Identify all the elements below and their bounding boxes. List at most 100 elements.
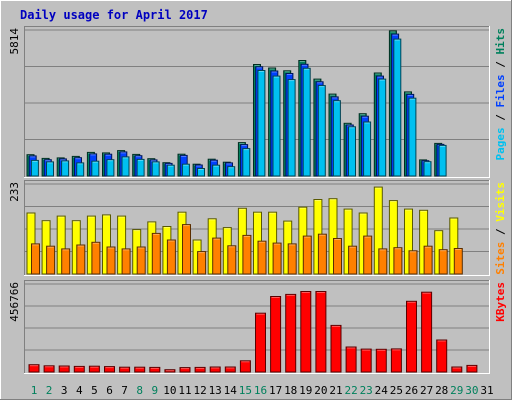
bar-kbytes-day-14 [224,366,236,373]
panel-bottom: 456766 KBytes [8,280,507,374]
bar-sites-day-22 [348,245,358,275]
bar-sites-day-12 [197,251,207,275]
legend-part: Pages [494,127,507,160]
bar-pages-day-6 [106,159,115,177]
x-tick-label: 1 [31,384,38,397]
bar-pages-day-22 [348,126,356,177]
panel-max-label: 456766 [8,282,21,322]
bar-kbytes-day-15 [239,360,251,373]
bar-sites-day-9 [151,232,161,275]
x-tick-label: 18 [284,384,297,397]
bar-sites-day-7 [121,248,131,275]
bar-sites-day-8 [136,246,146,275]
x-tick-label: 22 [344,384,357,397]
bar-pages-day-14 [227,166,236,177]
bar-kbytes-day-18 [285,293,297,373]
bar-pages-day-11 [181,163,190,177]
bar-sites-day-17 [272,242,282,275]
x-tick-label: 11 [178,384,191,397]
bar-pages-day-28 [438,144,447,177]
x-tick-label: 28 [435,384,448,397]
bar-pages-day-23 [363,121,372,177]
bar-kbytes-day-26 [406,300,417,373]
chart-title: Daily usage for April 2017 [20,8,208,22]
bar-kbytes-day-23 [360,348,372,373]
x-tick-label: 30 [465,384,478,397]
bar-sites-day-5 [91,241,101,275]
bar-sites-day-26 [408,250,418,275]
x-tick-label: 3 [61,384,68,397]
x-tick-label: 31 [480,384,493,397]
bar-kbytes-day-29 [451,366,463,373]
bar-kbytes-day-22 [345,346,357,373]
bar-sites-day-23 [363,235,373,275]
bar-sites-day-1 [31,243,40,275]
bar-kbytes-day-25 [390,348,402,373]
bar-kbytes-day-8 [134,366,146,373]
bar-pages-day-16 [257,70,266,177]
bar-kbytes-day-13 [209,366,221,373]
x-tick-label: 25 [390,384,403,397]
bar-pages-day-2 [46,161,54,177]
bar-sites-day-11 [182,224,191,275]
bar-sites-day-28 [438,249,448,275]
bar-sites-day-27 [423,245,433,275]
bar-pages-day-21 [332,100,341,177]
bar-kbytes-day-1 [28,364,40,373]
bar-pages-day-4 [76,162,85,177]
legend-part: KBytes [494,282,507,322]
legend-part: Files [494,74,507,107]
bar-kbytes-day-4 [73,365,85,373]
bar-sites-day-6 [106,246,116,275]
bar-pages-day-18 [287,79,296,177]
bar-sites-day-20 [317,233,327,275]
bar-pages-day-8 [136,158,145,177]
bar-sites-day-24 [378,248,388,275]
panel-top: 5814 Pages / Files / Hits [8,26,507,178]
bar-pages-day-13 [212,164,221,177]
x-tick-label: 29 [450,384,463,397]
bar-pages-day-26 [408,97,417,177]
x-tick-label: 9 [151,384,158,397]
x-tick-label: 23 [360,384,373,397]
bar-pages-day-24 [378,78,387,177]
bar-kbytes-day-2 [43,365,55,373]
bar-pages-day-15 [242,148,251,177]
bar-kbytes-day-16 [255,312,266,373]
x-tick-label: 13 [209,384,222,397]
panel-legend-label: Sites / Visits [494,182,507,275]
x-tick-label: 16 [254,384,267,397]
bar-kbytes-day-6 [104,366,115,373]
bar-pages-day-12 [197,168,205,177]
bar-sites-day-2 [46,245,56,275]
bar-kbytes-day-21 [330,324,342,373]
x-tick-label: 7 [121,384,128,397]
bar-pages-day-10 [166,164,175,177]
x-tick-label: 19 [299,384,312,397]
bar-sites-day-21 [333,238,342,275]
bar-kbytes-day-17 [270,296,282,373]
bar-pages-day-9 [151,161,160,177]
x-tick-label: 6 [106,384,113,397]
bar-kbytes-day-7 [119,366,131,373]
legend-part: Hits [494,28,507,55]
bar-pages-day-3 [61,160,70,177]
panel-max-label: 233 [8,182,21,202]
bar-pages-day-27 [423,161,432,177]
bar-sites-day-15 [242,234,252,275]
panel-legend-label: Pages / Files / Hits [494,28,507,161]
bar-sites-day-25 [393,247,403,275]
bar-kbytes-day-10 [164,369,176,373]
bar-pages-day-7 [121,156,130,177]
legend-part: / [494,55,507,75]
x-tick-label: 26 [405,384,418,397]
x-tick-label: 17 [269,384,282,397]
bar-pages-day-5 [91,160,100,177]
x-tick-label: 27 [420,384,433,397]
bar-pages-day-1 [30,159,39,177]
panel-max-label: 5814 [8,28,21,55]
bar-kbytes-day-12 [194,366,206,373]
bar-sites-day-19 [302,235,312,275]
bar-kbytes-day-3 [58,365,70,373]
